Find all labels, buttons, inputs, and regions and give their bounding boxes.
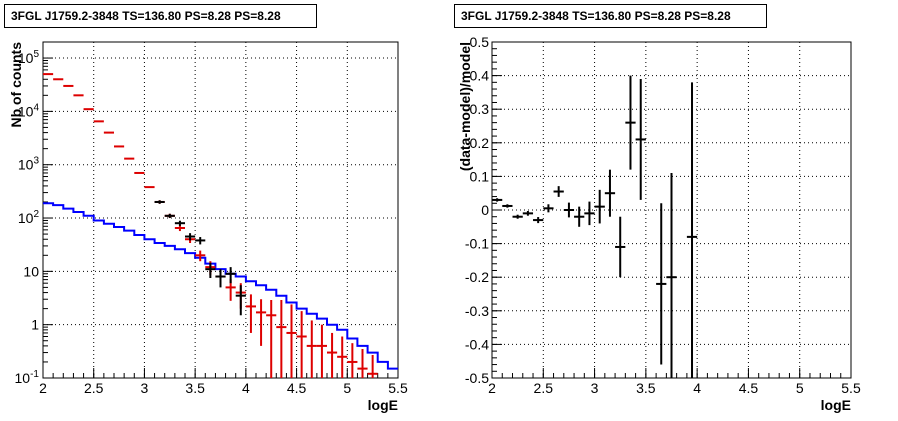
- right-chart-title: 3FGL J1759.2-3848 TS=136.80 PS=8.28 PS=8…: [454, 4, 767, 28]
- left-y-tick-label: 10-1: [15, 369, 40, 386]
- left-y-tick-label: 102: [18, 209, 40, 226]
- right-y-tick-label: 0: [481, 202, 489, 218]
- left-y-tick-label: 103: [18, 156, 40, 173]
- right-x-tick-label: 4.5: [739, 380, 759, 396]
- right-y-tick-label: -0.1: [465, 236, 489, 252]
- left-x-tick-label: 2.5: [84, 380, 104, 396]
- right-x-axis-label: logE: [821, 397, 851, 413]
- right-y-tick-label: 0.4: [470, 68, 490, 84]
- right-x-tick-label: 2: [488, 380, 496, 396]
- right-x-tick-label: 4: [693, 380, 701, 396]
- left-x-tick-label: 5.5: [388, 380, 408, 396]
- right-y-tick-label: -0.4: [465, 336, 489, 352]
- left-x-tick-label: 4.5: [287, 380, 307, 396]
- right-y-tick-label: -0.5: [465, 370, 489, 386]
- left-x-axis-label: logE: [368, 397, 398, 413]
- left-plot-frame: [42, 41, 399, 379]
- left-x-tick-label: 3: [141, 380, 149, 396]
- right-x-tick-label: 2.5: [534, 380, 554, 396]
- left-x-tick-label: 5: [343, 380, 351, 396]
- left-y-tick-label: 10: [23, 263, 39, 279]
- right-x-tick-label: 3: [591, 380, 599, 396]
- right-residual-plot: 2 2.5 3 3.5 4 4.5 5 5.5 -0.5 -0.4 -0.3 -0.2 -0.1 0 0.1…: [465, 34, 861, 396]
- left-x-tick-label: 3.5: [185, 380, 205, 396]
- right-y-tick-label: -0.2: [465, 269, 489, 285]
- left-y-tick-label: 1: [31, 317, 39, 333]
- left-x-tick-label: 2: [39, 380, 47, 396]
- left-x-tick-label: 4: [242, 380, 250, 396]
- model-step-line: [43, 202, 398, 370]
- right-y-axis-label: (data-model)/model: [457, 42, 473, 171]
- right-x-tick-label: 5.5: [841, 380, 861, 396]
- right-y-tick-label: 0.5: [470, 34, 490, 50]
- right-y-tick-label: -0.3: [465, 303, 489, 319]
- right-y-tick-label: 0.1: [470, 168, 490, 184]
- right-x-tick-label: 3.5: [636, 380, 656, 396]
- left-y-axis-label: Nb of counts: [8, 42, 24, 128]
- right-y-tick-label: 0.3: [470, 101, 490, 117]
- right-x-tick-label: 5: [796, 380, 804, 396]
- right-y-tick-label: 0.2: [470, 135, 490, 151]
- left-chart-title: 3FGL J1759.2-3848 TS=136.80 PS=8.28 PS=8…: [4, 4, 317, 28]
